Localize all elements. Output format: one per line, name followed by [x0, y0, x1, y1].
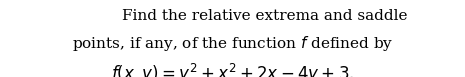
- Text: Find the relative extrema and saddle: Find the relative extrema and saddle: [122, 9, 408, 23]
- Text: $f(x, y) = y^2 + x^2 + 2x - 4y + 3.$: $f(x, y) = y^2 + x^2 + 2x - 4y + 3.$: [111, 62, 354, 77]
- Text: points, if any, of the function $f$ defined by: points, if any, of the function $f$ defi…: [72, 34, 393, 53]
